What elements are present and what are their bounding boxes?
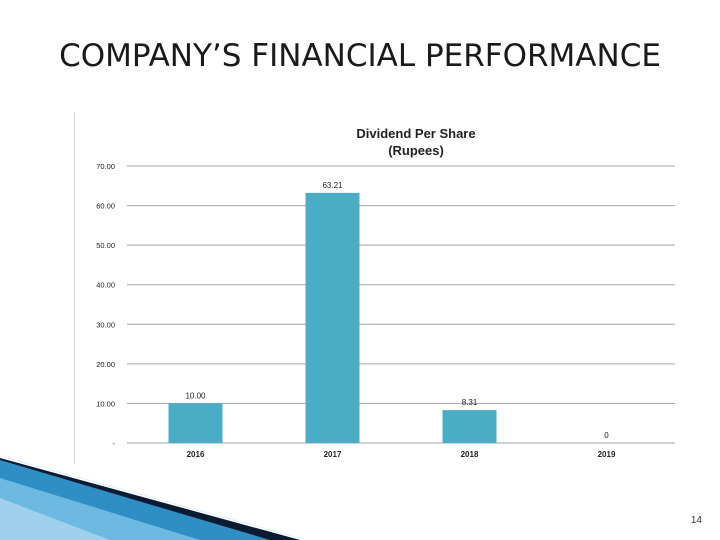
bars [168, 192, 497, 443]
data-label: 63.21 [322, 181, 343, 190]
x-tick-label: 2018 [461, 450, 479, 459]
y-tick-label: - [113, 439, 116, 448]
bar-2016 [168, 403, 223, 443]
slide-title: COMPANY’S FINANCIAL PERFORMANCE [59, 38, 661, 74]
y-tick-label: 40.00 [96, 281, 115, 290]
bar-2017 [305, 192, 360, 443]
corner-swoosh-decoration [0, 455, 300, 540]
x-tick-label: 2019 [598, 450, 616, 459]
grid-lines [127, 165, 675, 444]
y-tick-label: 50.00 [96, 241, 115, 250]
x-tick-label: 2016 [187, 450, 205, 459]
x-tick-label: 2017 [324, 450, 342, 459]
y-tick-labels: - 10.00 20.00 30.00 40.00 50.00 60.00 70.00 [96, 162, 115, 448]
data-label: 8.31 [462, 398, 478, 407]
chart-canvas: Dividend Per Share (Rupees) - 10.00 20.00 3… [96, 126, 675, 459]
y-tick-label: 20.00 [96, 360, 115, 369]
chart-title: Dividend Per Share [356, 126, 475, 141]
y-tick-label: 70.00 [96, 162, 115, 171]
x-tick-labels: 2016 2017 2018 2019 [187, 450, 616, 459]
data-label: 0 [604, 431, 609, 440]
bar-2018 [442, 410, 497, 443]
data-label: 10.00 [185, 391, 206, 400]
y-tick-label: 30.00 [96, 320, 115, 329]
y-tick-label: 60.00 [96, 202, 115, 211]
y-tick-label: 10.00 [96, 399, 115, 408]
data-labels: 10.00 63.21 8.31 0 [185, 181, 609, 440]
dividend-chart: Dividend Per Share (Rupees) - 10.00 20.00 3… [74, 112, 677, 464]
page-number: 14 [690, 515, 702, 526]
chart-subtitle: (Rupees) [388, 143, 444, 158]
